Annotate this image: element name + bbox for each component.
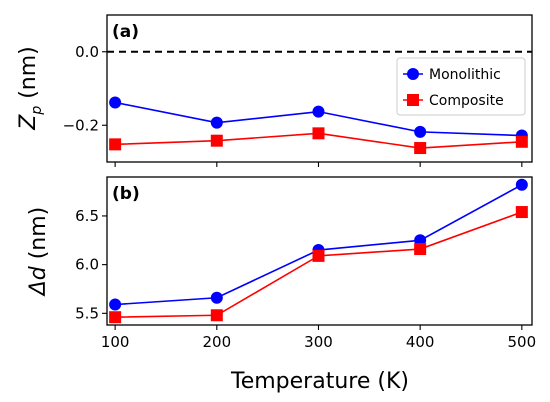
panel-a-monolithic-point: [414, 125, 427, 138]
panel-b-ylabel-unit: (nm): [26, 207, 51, 267]
panel-a-ylabel: Zp (nm): [16, 46, 45, 131]
panel-a-monolithic-point: [109, 96, 122, 109]
panel-a-ylabel-sub: p: [29, 106, 45, 116]
x-tick-label: 500: [508, 333, 537, 351]
panel-a-composite-point: [109, 138, 122, 151]
panel-b-composite-point: [109, 311, 122, 324]
panel-b-label: (b): [112, 184, 140, 204]
panel-b-ytick-label: 6.0: [75, 256, 99, 274]
panel-a-frame: [106, 14, 533, 163]
panel-a-composite-point: [312, 127, 325, 140]
panel-b-monolithic-point: [210, 291, 223, 304]
x-tick-label: 400: [406, 333, 435, 351]
legend: Monolithic Composite: [396, 57, 526, 116]
panel-b-marks: 5.5 6.0 6.5 100 200 300 400 500: [75, 178, 537, 351]
panel-b-ytick-label: 5.5: [75, 304, 99, 322]
panel-a-ylabel-main: Z: [16, 114, 41, 131]
legend-composite-label: Composite: [429, 93, 504, 109]
panel-b-composite-point: [210, 309, 223, 322]
legend-monolithic-label: Monolithic: [429, 67, 501, 83]
panel-a-monolithic-point: [210, 116, 223, 129]
panel-b-monolithic-point: [109, 298, 122, 311]
x-tick-label: 300: [304, 333, 333, 351]
panel-a-marks: 0.0 −0.2: [63, 43, 532, 167]
panel-a-monolithic-point: [312, 105, 325, 118]
x-tick-label: 100: [101, 333, 130, 351]
x-axis-label: Temperature (K): [230, 369, 409, 394]
panel-a-label: (a): [112, 22, 139, 42]
panel-a: (a) Zp (nm) Monolithic Composite: [16, 14, 533, 163]
legend-box: [396, 57, 526, 116]
panel-b-composite-point: [414, 243, 427, 256]
panel-a-ylabel-unit: (nm): [16, 46, 41, 106]
x-tick-label: 200: [202, 333, 231, 351]
legend-monolithic-marker: [407, 68, 419, 80]
panel-a-composite-point: [515, 135, 528, 148]
panel-b-composite-line: [115, 211, 523, 319]
panel-b: (b) Δd (nm): [26, 176, 533, 326]
panel-b-composite-point: [515, 206, 528, 219]
panel-a-ytick-label: −0.2: [63, 116, 99, 134]
panel-b-ylabel: Δd (nm): [26, 207, 51, 298]
panel-a-composite-point: [414, 142, 427, 155]
panel-b-ytick-label: 6.5: [75, 207, 99, 225]
panel-b-ylabel-main: Δd: [26, 265, 51, 297]
legend-composite-marker: [407, 94, 419, 106]
panel-a-composite-point: [210, 134, 223, 147]
panel-a-ytick-label: 0.0: [75, 43, 99, 61]
chart-marks: 0.0 −0.2 5.5 6.0 6.5 100 200 300 400 500: [63, 43, 537, 351]
panel-b-composite-point: [312, 249, 325, 262]
panel-b-frame: [106, 176, 533, 326]
panel-b-monolithic-point: [515, 178, 528, 191]
